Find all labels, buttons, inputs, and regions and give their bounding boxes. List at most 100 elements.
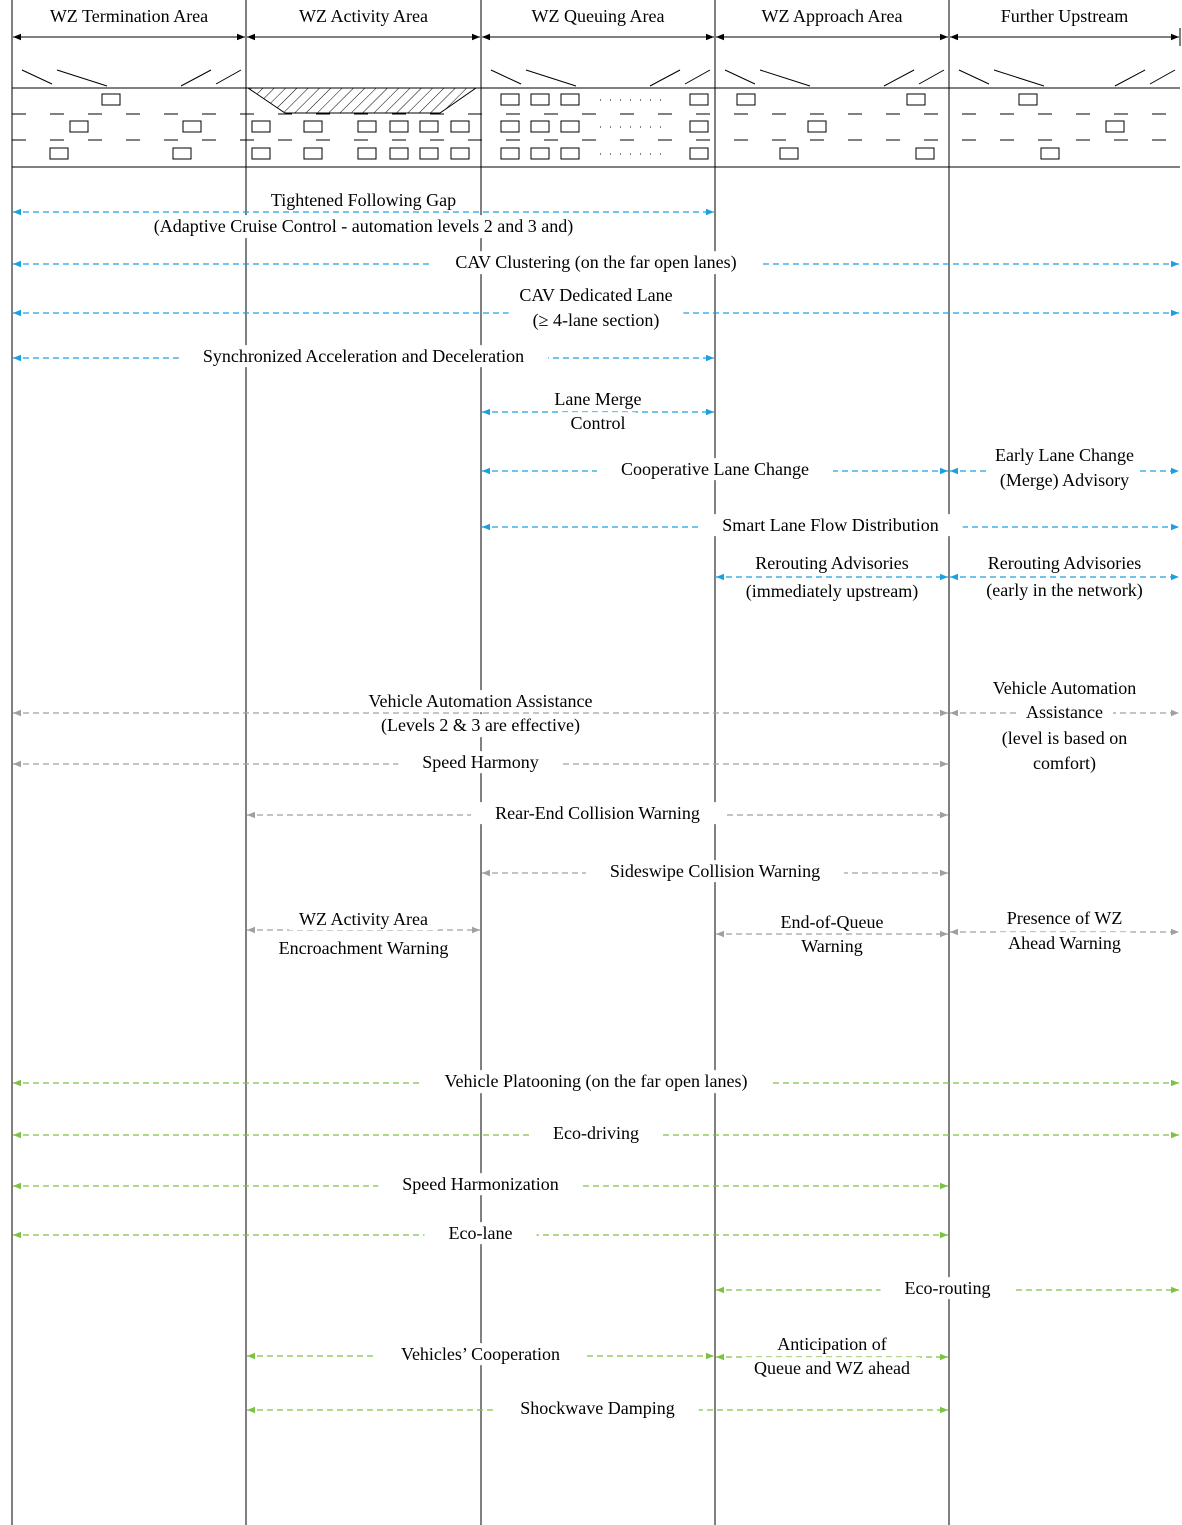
chevron [883, 69, 915, 87]
vehicle [389, 120, 409, 133]
strategy-label: Control [570, 413, 625, 433]
chevron [215, 69, 242, 85]
strategy-label: Shockwave Damping [520, 1398, 674, 1418]
strategy-label: Eco-driving [553, 1123, 639, 1143]
vehicle [69, 120, 89, 133]
vehicle [357, 120, 377, 133]
vehicle [530, 120, 550, 133]
vehicle [779, 147, 799, 160]
chevron [724, 69, 756, 85]
chevron [1149, 69, 1176, 85]
label-bg [268, 937, 459, 960]
label-bg [420, 1070, 772, 1094]
label-bg [770, 911, 894, 934]
strategy-label: Speed Harmony [422, 752, 538, 772]
label-bg [880, 1277, 1015, 1300]
area-header: WZ Approach Area [762, 6, 903, 26]
vehicle [560, 93, 580, 106]
vehicle [1018, 93, 1038, 106]
label-bg [996, 907, 1133, 930]
vehicle [560, 120, 580, 133]
label-bg [508, 309, 684, 333]
label-bg [989, 469, 1140, 493]
label-bg [698, 514, 963, 537]
strategy-label: Tightened Following Gap [271, 190, 456, 210]
label-bg [791, 935, 873, 958]
strategy-label: Assistance [1026, 702, 1103, 722]
vehicle [500, 93, 520, 106]
chevron [56, 69, 108, 87]
label-bg [991, 727, 1138, 751]
vehicle [906, 93, 926, 106]
chevron [993, 69, 1045, 87]
strategy-label: Anticipation of [777, 1334, 886, 1354]
label-bg [178, 345, 549, 368]
label-bg [378, 1173, 583, 1196]
chevron [525, 69, 577, 87]
vehicle [450, 147, 470, 160]
label-bg [544, 388, 652, 411]
vehicle [49, 147, 69, 160]
vehicle [251, 147, 271, 160]
label-bg [471, 802, 724, 825]
chevron [649, 69, 681, 87]
strategy-label: Rerouting Advisories [988, 553, 1142, 573]
label-bg [398, 751, 563, 774]
strategy-label: CAV Dedicated Lane [519, 285, 672, 305]
label-bg [998, 932, 1131, 955]
label-bg [1016, 701, 1114, 724]
vehicle [530, 93, 550, 106]
strategy-label: Rear-End Collision Warning [495, 803, 700, 823]
label-bg [246, 189, 481, 212]
area-header: Further Upstream [1001, 6, 1128, 26]
chevron [1114, 69, 1146, 87]
strategy-label: comfort) [1033, 753, 1096, 774]
chevron [180, 69, 212, 87]
vehicle [915, 147, 935, 160]
strategy-label: Vehicle Automation Assistance [369, 691, 593, 711]
strategy-label: Cooperative Lane Change [621, 459, 809, 479]
strategy-label: Vehicles’ Cooperation [401, 1344, 560, 1364]
vehicle [1040, 147, 1060, 160]
vehicle [500, 147, 520, 160]
strategy-label: Lane Merge [554, 389, 641, 409]
strategy-label: CAV Clustering (on the far open lanes) [455, 252, 736, 273]
label-bg [976, 579, 1153, 603]
header-bg [45, 4, 213, 29]
strategy-label: Eco-lane [449, 1223, 513, 1243]
label-bg [767, 1333, 897, 1356]
strategy-label: (Adaptive Cruise Control - automation le… [154, 216, 573, 237]
vehicle [500, 120, 520, 133]
strategy-label: Smart Lane Flow Distribution [722, 515, 938, 535]
vehicle [303, 147, 323, 160]
vehicle [736, 93, 756, 106]
vehicle [1105, 120, 1125, 133]
vehicle [101, 93, 121, 106]
strategy-label: Presence of WZ [1007, 908, 1123, 928]
strategy-label: WZ Activity Area [299, 909, 428, 929]
label-bg [431, 251, 761, 275]
vehicle [419, 120, 439, 133]
label-bg [344, 690, 617, 713]
vehicle [689, 93, 709, 106]
strategy-label: (early in the network) [986, 580, 1142, 601]
label-bg [496, 1397, 699, 1420]
label-bg [585, 860, 845, 883]
label-bg [597, 458, 833, 481]
chevron [958, 69, 990, 85]
label-bg [745, 552, 919, 575]
chevron [684, 69, 711, 85]
label-bg [356, 714, 605, 738]
label-bg [977, 552, 1152, 575]
header-bg [527, 4, 669, 29]
chevron [918, 69, 945, 85]
strategy-label: Synchronized Acceleration and Decelerati… [203, 346, 524, 366]
label-bg [424, 1222, 537, 1245]
vehicle [689, 147, 709, 160]
strategy-label: Vehicle Automation [993, 678, 1136, 698]
header-bg [295, 4, 432, 29]
vehicle [251, 120, 271, 133]
label-bg [985, 444, 1144, 467]
strategy-label: End-of-Queue [781, 912, 884, 932]
chevron [759, 69, 811, 87]
